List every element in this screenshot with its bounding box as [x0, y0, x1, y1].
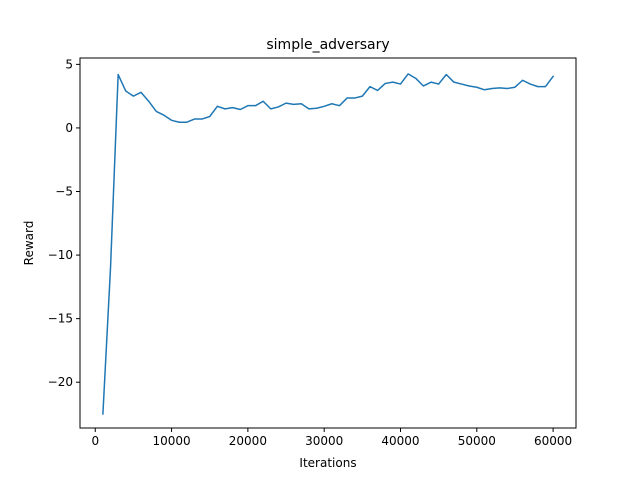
- x-tick-label: 50000: [458, 434, 496, 448]
- plot-frame: [79, 57, 577, 429]
- series-line: [102, 73, 555, 415]
- x-tick-label: 60000: [534, 434, 572, 448]
- y-axis: 5 0 −5 −10 −15 −20: [48, 57, 80, 389]
- x-axis: 0 10000 20000 30000 40000 50000 60000: [91, 428, 572, 448]
- y-tick-label: −10: [48, 248, 73, 262]
- x-tick-label: 40000: [381, 434, 419, 448]
- y-axis-label: Reward: [22, 221, 36, 266]
- x-axis-label: Iterations: [299, 456, 356, 470]
- y-tick-label: −20: [48, 375, 73, 389]
- plot-area: [102, 73, 555, 415]
- x-tick-label: 20000: [229, 434, 267, 448]
- y-tick-label: −5: [55, 185, 73, 199]
- x-tick-label: 30000: [305, 434, 343, 448]
- x-tick-label: 0: [91, 434, 99, 448]
- y-tick-label: −15: [48, 312, 73, 326]
- chart-title: simple_adversary: [266, 37, 389, 53]
- x-tick-label: 10000: [152, 434, 190, 448]
- y-tick-label: 0: [65, 121, 73, 135]
- y-tick-label: 5: [65, 57, 73, 71]
